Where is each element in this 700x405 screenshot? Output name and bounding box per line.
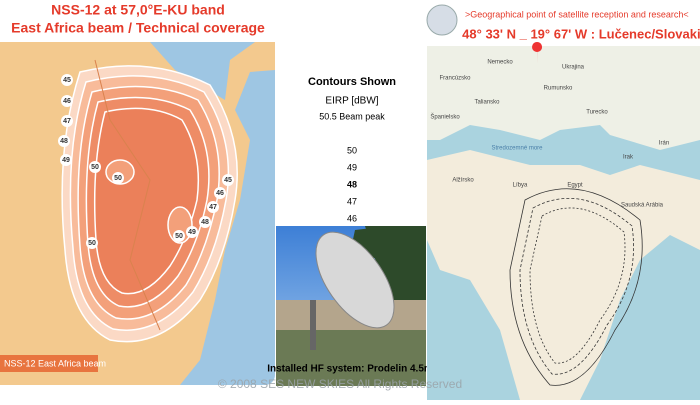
europe	[427, 46, 700, 150]
contour-label: 48	[60, 138, 68, 145]
contour	[93, 107, 200, 295]
map-label: Stredozemné more	[491, 146, 543, 152]
beam-label-box	[0, 355, 98, 372]
contour-label-bg	[214, 187, 226, 199]
contour-label-bg	[186, 226, 198, 238]
right-header: >Geographical point of satellite recepti…	[465, 9, 689, 19]
contour-label: 50	[175, 233, 183, 240]
contour-label: 46	[216, 190, 224, 197]
map-label: Rumunsko	[544, 86, 573, 92]
legend-peak: 50.5 Beam peak	[319, 111, 385, 121]
contour-label: 50	[88, 240, 96, 247]
coverage-contours	[61, 65, 238, 343]
map-label: Irak	[623, 155, 634, 161]
contour-label-bg	[89, 161, 101, 173]
contour-label-bg	[58, 135, 70, 147]
contour-label-bg	[222, 174, 234, 186]
contour-label: 48	[201, 219, 209, 226]
beam-label: NSS-12 East Africa beam	[4, 358, 106, 368]
contour-label: 49	[188, 229, 196, 236]
map-label: Španielsko	[430, 114, 460, 121]
contour	[509, 188, 643, 386]
border	[94, 59, 161, 331]
legend-level: 47	[347, 196, 357, 206]
map-labels: Francúzsko Nemecko Ukrajina Taliansko Rumuns…	[430, 60, 669, 209]
contour-label-bg	[207, 201, 219, 213]
contour-label-bg	[199, 216, 211, 228]
map-label: Ukrajina	[562, 65, 585, 71]
photo: Installed HF system: Prodelin 4.5m	[267, 226, 433, 386]
contour-label: 50	[91, 164, 99, 171]
red-sea	[150, 42, 255, 100]
contour-label-bg	[60, 154, 72, 166]
contour-label-bg	[86, 237, 98, 249]
contour-label: 45	[63, 77, 71, 84]
contour-label: 49	[62, 157, 70, 164]
map-label: Turecko	[586, 110, 608, 116]
map-label: Alžírsko	[452, 178, 474, 184]
legend-levels: 50 49 48 47 46	[347, 145, 357, 223]
photo-caption: Installed HF system: Prodelin 4.5m	[267, 364, 433, 375]
map-label: Irán	[659, 141, 669, 147]
legend-level: 48	[347, 179, 357, 189]
left-subtitle: East Africa beam / Technical coverage	[11, 20, 265, 36]
contour-label-bg	[61, 115, 73, 127]
legend-level: 46	[347, 213, 357, 223]
contour-label: 47	[209, 204, 217, 211]
legend-level: 50	[347, 145, 357, 155]
legend-unit: EIRP [dBW]	[325, 96, 378, 107]
left-title: NSS-12 at 57,0°E-KU band	[51, 2, 225, 18]
location: 48° 33' N _ 19° 67' W : Lučenec/Slovakia	[462, 26, 700, 41]
map-label: Saudská Arábia	[621, 203, 664, 209]
dish	[315, 231, 395, 329]
map-label: Egypt	[567, 183, 583, 189]
map-label: Líbya	[513, 183, 528, 189]
map-label: Francúzsko	[439, 76, 471, 82]
contour-label: 50	[114, 175, 122, 182]
mount	[310, 300, 316, 350]
contour-label-bg	[61, 95, 73, 107]
contour-label-bg	[173, 230, 185, 242]
contour-label: 46	[63, 98, 71, 105]
map-label: Taliansko	[474, 100, 500, 106]
ground	[276, 330, 426, 386]
copyright: © 2008 SES NEW SKIES All Rights Reserved	[218, 377, 462, 391]
contour-label: 47	[63, 118, 71, 125]
location-pin	[532, 42, 543, 64]
globe-icon	[426, 4, 458, 36]
map-label: Nemecko	[487, 60, 513, 66]
contour-label-bg	[112, 172, 124, 184]
right-contours	[509, 188, 643, 386]
contour	[519, 197, 634, 375]
legend-title: Contours Shown	[308, 76, 396, 88]
africa	[427, 150, 700, 400]
legend-level: 49	[347, 162, 357, 172]
contour-label: 45	[224, 177, 232, 184]
contour-label-bg	[61, 74, 73, 86]
